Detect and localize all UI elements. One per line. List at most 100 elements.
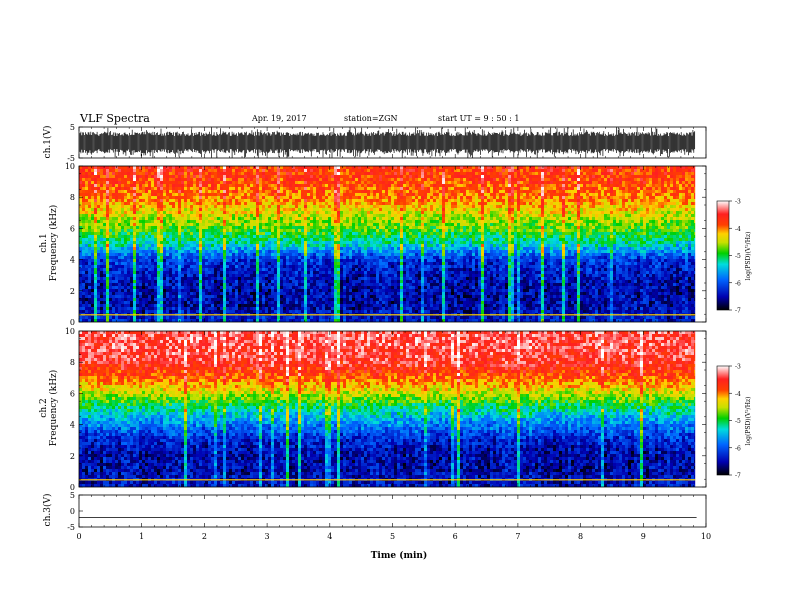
ch1-spectrogram-cell <box>316 265 319 268</box>
ch1-spectrogram-cell <box>238 241 241 244</box>
ch1-spectrogram-cell <box>178 214 181 217</box>
ch1-spectrogram-cell <box>127 187 130 190</box>
ch1-spectrogram-cell <box>199 169 202 172</box>
ch1-spectrogram-cell <box>319 199 322 202</box>
ch1-spectrogram-cell <box>244 283 247 286</box>
ch1-spectrogram-cell <box>205 274 208 277</box>
ch1-spectrogram-cell <box>325 280 328 283</box>
ch1-spectrogram-cell <box>352 277 355 280</box>
ch1-spectrogram-cell <box>298 172 301 175</box>
ch1-spectrogram-cell <box>148 208 151 211</box>
ch1-spectrogram-cell <box>175 310 178 313</box>
ch1-spectrogram-cell <box>154 316 157 319</box>
ch1-spectrogram-cell <box>235 301 238 304</box>
ch1-spectrogram-cell <box>265 190 268 193</box>
ch1-spectrogram-cell <box>304 172 307 175</box>
ch1-spectrogram-cell <box>148 244 151 247</box>
ch1-spectrogram-cell <box>286 202 289 205</box>
ch1-spectrogram-cell <box>343 172 346 175</box>
ch1-spectrogram-cell <box>127 181 130 184</box>
ch1-spectrogram-cell <box>100 202 103 205</box>
ch1-spectrogram-cell <box>187 187 190 190</box>
ch1-spectrogram-cell <box>106 229 109 232</box>
ch1-spectrogram-cell <box>295 193 298 196</box>
ch1-spectrogram-cell <box>310 199 313 202</box>
ch1-spectrogram-cell <box>184 298 187 301</box>
ch1-spectrogram-cell <box>286 265 289 268</box>
ch1-spectrogram-cell <box>340 262 343 265</box>
ch1-spectrogram-cell <box>97 310 100 313</box>
ch1-spectrogram-cell <box>172 247 175 250</box>
ch1-spectrogram-cell <box>127 214 130 217</box>
ch1-spectrogram-cell <box>253 229 256 232</box>
ch1-spectrogram-cell <box>289 241 292 244</box>
ch1-spectrogram-cell <box>310 202 313 205</box>
ch1-spectrogram-cell <box>172 184 175 187</box>
ch1-spectrogram-cell <box>196 178 199 181</box>
ch1-spectrogram-cell <box>316 169 319 172</box>
ch1-spectrogram-cell <box>217 187 220 190</box>
ch1-spectrogram-cell <box>118 292 121 295</box>
ch1-spectrogram-cell <box>118 235 121 238</box>
ch1-spectrogram-cell <box>322 211 325 214</box>
ch1-spectrogram-cell <box>358 292 361 295</box>
ch1-spectrogram-cell <box>340 241 343 244</box>
ch1-spectrogram-cell <box>157 280 160 283</box>
ch1-spectrogram-cell <box>241 223 244 226</box>
ch1-spectrogram-cell <box>352 307 355 310</box>
ch1-spectrogram-cell <box>91 316 94 319</box>
ch1-spectrogram-cell <box>187 265 190 268</box>
ch1-spectrogram-cell <box>310 310 313 313</box>
ch1-spectrogram-cell <box>283 217 286 220</box>
ch1-spectrogram-cell <box>328 169 331 172</box>
ch1-spectrogram-cell <box>106 292 109 295</box>
ch1-spectrogram-cell <box>313 298 316 301</box>
ch1-spectrogram-cell <box>223 226 226 229</box>
ch1-spectrogram-cell <box>235 277 238 280</box>
ch1-spectrogram-cell <box>175 283 178 286</box>
ch1-spectrogram-cell <box>100 178 103 181</box>
ch1-spectrogram-cell <box>193 226 196 229</box>
ch1-spectrogram-cell <box>121 214 124 217</box>
ch1-spectrogram-cell <box>193 205 196 208</box>
ch1-spectrogram-cell <box>283 319 286 322</box>
ch1-spectrogram-cell <box>172 166 175 169</box>
ch1-spectrogram-cell <box>328 292 331 295</box>
ch1-spectrogram-cell <box>325 226 328 229</box>
ch1-spectrogram-cell <box>184 259 187 262</box>
ch1-spectrogram-cell <box>103 238 106 241</box>
ch1-spectrogram-cell <box>325 310 328 313</box>
ch1-spectrogram-cell <box>319 169 322 172</box>
ch1-spectrogram-cell <box>190 265 193 268</box>
ch1-spectrogram-cell <box>310 268 313 271</box>
ch1-spectrogram-cell <box>301 169 304 172</box>
ch1-spectrogram-cell <box>196 175 199 178</box>
ch1-spectrogram-cell <box>244 223 247 226</box>
ch1-spectrogram-cell <box>316 292 319 295</box>
ch1-spectrogram-cell <box>232 202 235 205</box>
ch1-spectrogram-cell <box>355 271 358 274</box>
ch1-spectrogram-cell <box>301 253 304 256</box>
ch1-spectrogram-cell <box>280 256 283 259</box>
ch1-spectrogram-cell <box>280 196 283 199</box>
ch1-spectrogram-cell <box>118 298 121 301</box>
ch1-spectrogram-cell <box>142 226 145 229</box>
ch1-spectrogram-cell <box>205 310 208 313</box>
ch1-spectrogram-cell <box>157 298 160 301</box>
ch1-spectrogram-cell <box>319 190 322 193</box>
ch1-spectrogram-cell <box>112 175 115 178</box>
ch1-spectrogram-cell <box>82 199 85 202</box>
ch1-spectrogram-cell <box>241 262 244 265</box>
ch1-spectrogram-cell <box>316 172 319 175</box>
ch1-spectrogram-cell <box>262 229 265 232</box>
ch1-spectrogram-cell <box>106 184 109 187</box>
ch1-spectrogram-cell <box>247 298 250 301</box>
ch1-spectrogram-cell <box>265 220 268 223</box>
ch1-spectrogram-cell <box>181 199 184 202</box>
ch1-spectrogram-cell <box>244 193 247 196</box>
ch1-spectrogram-cell <box>187 283 190 286</box>
ch1-spectrogram-cell <box>235 214 238 217</box>
ch1-spectrogram-cell <box>352 286 355 289</box>
ch1-spectrogram-cell <box>283 220 286 223</box>
ch1-spectrogram-cell <box>331 298 334 301</box>
